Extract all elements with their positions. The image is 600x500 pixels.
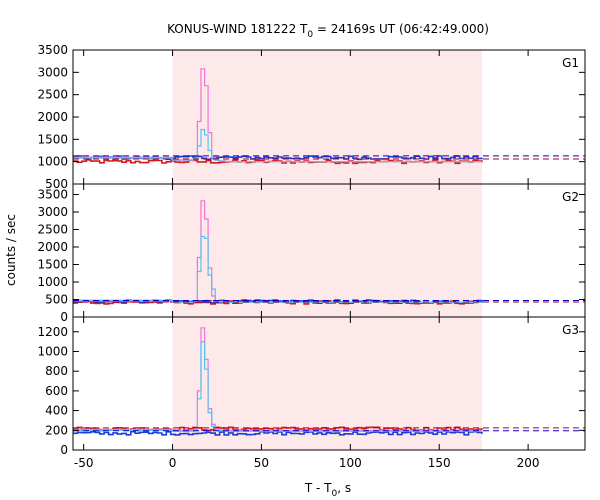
- y-tick-label: 3500: [37, 188, 68, 202]
- x-tick-label: 200: [517, 456, 540, 470]
- y-tick-label: 800: [45, 364, 68, 378]
- y-tick-label: 2500: [37, 88, 68, 102]
- x-tick-label: -50: [74, 456, 94, 470]
- highlight-interval: [172, 184, 482, 317]
- title-rest: = 24169s UT (06:42:49.000): [313, 22, 489, 36]
- y-tick-label: 0: [60, 443, 68, 457]
- series-background-blue: [73, 430, 483, 436]
- y-tick-label: 1000: [37, 344, 68, 358]
- y-tick-label: 600: [45, 384, 68, 398]
- y-tick-label: 1000: [37, 275, 68, 289]
- x-axis-label-rest: , s: [337, 481, 351, 495]
- y-tick-label: 1500: [37, 132, 68, 146]
- x-axis-label-subscript: 0: [332, 489, 338, 499]
- x-axis-label: T - T0, s: [304, 481, 351, 499]
- x-tick-label: 100: [339, 456, 362, 470]
- panel-g1: 500 1000 1500 2000 2500 3000 3500 G1: [37, 43, 586, 191]
- panel-g3: 0 200 400 600 800 1000 1200 G3: [37, 316, 586, 457]
- y-axis-label: counts / sec: [4, 214, 18, 286]
- title-main: KONUS-WIND 181222 T: [167, 22, 308, 36]
- highlight-interval: [172, 50, 482, 184]
- y-tick-label: 400: [45, 404, 68, 418]
- y-tick-label: 0: [60, 310, 68, 324]
- plot-area: 500100015002000250030003500G105001000150…: [37, 43, 586, 470]
- x-axis-label-main: T - T: [304, 481, 332, 495]
- y-tick-label: 500: [45, 177, 68, 191]
- y-tick-label: 3500: [37, 43, 68, 57]
- y-tick-label: 1000: [37, 155, 68, 169]
- y-tick-label: 2000: [37, 110, 68, 124]
- title-subscript: 0: [307, 30, 313, 40]
- panel-label: G3: [562, 323, 579, 337]
- y-tick-label: 200: [45, 423, 68, 437]
- y-tick-label: 500: [45, 293, 68, 307]
- panel-g2: 0 500 1000 1500 2000 2500 3000 3500 G2: [37, 183, 586, 324]
- panel-frame: [72, 316, 586, 451]
- y-tick-label: 3000: [37, 205, 68, 219]
- y-tick-label: 1200: [37, 325, 68, 339]
- x-tick-label: 50: [254, 456, 269, 470]
- x-tick-label: 0: [169, 456, 177, 470]
- y-tick-label: 1500: [37, 258, 68, 272]
- y-tick-label: 3000: [37, 65, 68, 79]
- panel-label: G2: [562, 190, 579, 204]
- y-tick-label: 2000: [37, 240, 68, 254]
- panel-label: G1: [562, 56, 579, 70]
- y-tick-label: 2500: [37, 223, 68, 237]
- x-tick-label: 150: [428, 456, 451, 470]
- chart-title: KONUS-WIND 181222 T0 = 24169s UT (06:42:…: [167, 22, 489, 40]
